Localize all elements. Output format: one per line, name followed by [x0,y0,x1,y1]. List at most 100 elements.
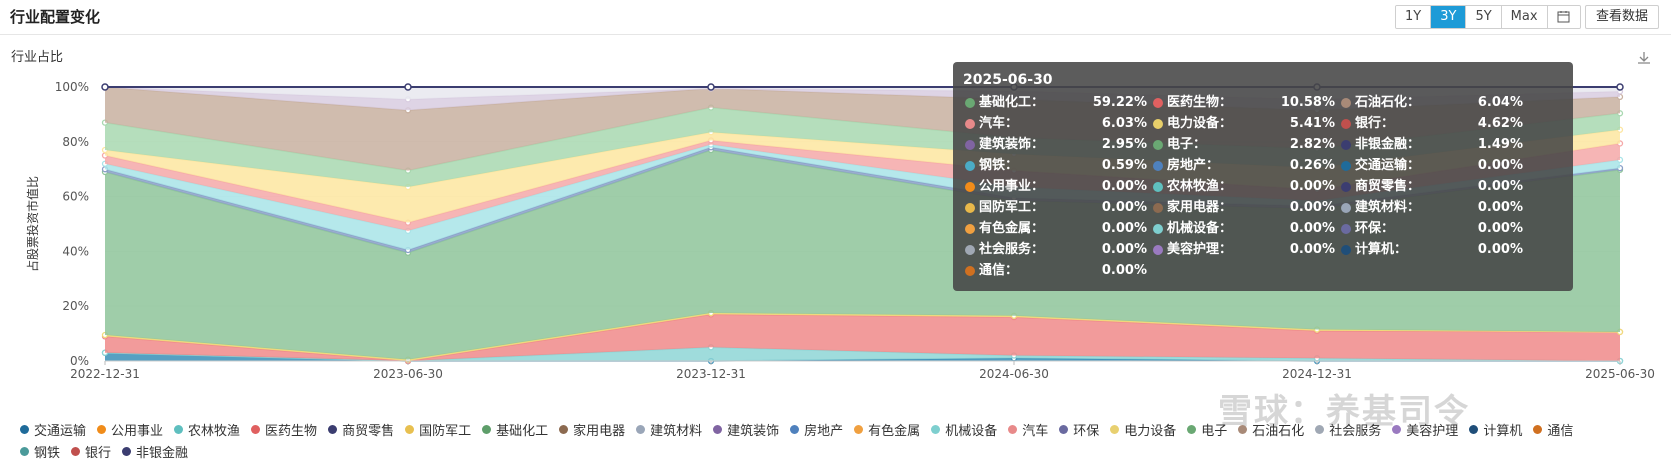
tooltip-item: 非银金融： 1.49% [1341,136,1523,154]
legend-item[interactable]: 电力设备 [1110,420,1176,439]
tooltip-item: 社会服务： 0.00% [965,241,1147,259]
tooltip-item: 电力设备： 5.41% [1153,115,1335,133]
tooltip-color-dot [965,161,975,171]
legend-color-dot [1392,424,1402,434]
tooltip-item-value: 6.04% [1477,95,1523,110]
legend-item[interactable]: 有色金属 [854,420,920,439]
legend-item[interactable]: 公用事业 [97,420,163,439]
tooltip-item-value: 0.00% [1289,221,1335,236]
tooltip-item: 建筑材料： 0.00% [1341,199,1523,217]
tooltip-color-dot [965,245,975,255]
legend-item[interactable]: 石油石化 [1238,420,1304,439]
tooltip-item-value: 2.82% [1289,137,1335,152]
tooltip-item-value: 2.95% [1101,137,1147,152]
legend-item[interactable]: 美容护理 [1392,420,1458,439]
tooltip-color-dot [1341,140,1351,150]
download-icon[interactable] [1636,50,1652,66]
tooltip-item-name: 房地产： [1167,158,1220,173]
legend-item[interactable]: 钢铁 [20,442,60,461]
legend-label: 通信 [1547,423,1574,439]
legend-label: 计算机 [1483,423,1523,439]
area-基础化工 [105,150,1620,360]
x-tick-label: 2024-06-30 [979,367,1049,381]
legend-label: 电子 [1201,423,1228,439]
legend-item[interactable]: 商贸零售 [328,420,394,439]
legend-color-dot [931,424,941,434]
legend-label: 有色金属 [868,423,921,439]
legend-color-dot [790,424,800,434]
legend-color-dot [251,424,261,434]
legend-item[interactable]: 机械设备 [931,420,997,439]
tooltip-color-dot [1341,203,1351,213]
y-tick-label: 100% [55,80,89,94]
legend-item[interactable]: 交通运输 [20,420,86,439]
x-tick-label: 2022-12-31 [70,367,140,381]
legend-label: 钢铁 [34,445,61,461]
range-max-button[interactable]: Max [1501,6,1548,28]
legend-label: 公用事业 [111,423,164,439]
legend-color-dot [1187,424,1197,434]
legend-color-dot [854,424,864,434]
legend-item[interactable]: 国防军工 [405,420,471,439]
view-data-button[interactable]: 查看数据 [1585,5,1660,29]
tooltip-item: 基础化工： 59.22% [965,94,1147,112]
legend-item[interactable]: 电子 [1187,420,1227,439]
tooltip-item-name: 基础化工： [979,95,1045,110]
legend-label: 建筑装饰 [727,423,780,439]
legend-item[interactable]: 计算机 [1469,420,1522,439]
legend-label: 社会服务 [1329,423,1382,439]
calendar-button[interactable] [1547,6,1580,28]
legend-item[interactable]: 房地产 [790,420,843,439]
legend-item[interactable]: 建筑材料 [636,420,702,439]
tooltip-item-value: 0.00% [1477,242,1523,257]
tooltip-item-name: 医药生物： [1167,95,1233,110]
legend-label: 交通运输 [34,423,87,439]
legend-item[interactable]: 农林牧渔 [174,420,240,439]
tooltip-item: 环保： 0.00% [1341,220,1523,238]
tooltip-color-dot [1153,224,1163,234]
legend-item[interactable]: 家用电器 [559,420,625,439]
tooltip-item: 公用事业： 0.00% [965,178,1147,196]
legend-label: 医药生物 [265,423,318,439]
legend-item[interactable]: 基础化工 [482,420,548,439]
tooltip-color-dot [965,119,975,129]
legend-item[interactable]: 社会服务 [1315,420,1381,439]
tooltip-item-name: 银行： [1355,116,1395,131]
tooltip-item-value: 4.62% [1477,116,1523,131]
legend-label: 汽车 [1022,423,1049,439]
legend-item[interactable]: 银行 [71,442,111,461]
legend-item[interactable]: 通信 [1533,420,1573,439]
legend-item[interactable]: 环保 [1059,420,1099,439]
tooltip-item-value: 0.00% [1477,179,1523,194]
tooltip-item: 农林牧渔： 0.00% [1153,178,1335,196]
legend-label: 商贸零售 [342,423,395,439]
y-tick-label: 0% [70,354,89,368]
range-1y-button[interactable]: 1Y [1396,6,1432,28]
watermark: 雪球：养基司令 [1218,392,1470,432]
area-电力设备 [105,313,1620,361]
range-3y-button[interactable]: 3Y [1431,6,1467,28]
tooltip-color-dot [1341,98,1351,108]
x-tick-label: 2023-06-30 [373,367,443,381]
legend-color-dot [713,424,723,434]
legend-item[interactable]: 汽车 [1008,420,1048,439]
legend-label: 基础化工 [496,423,549,439]
tooltip-color-dot [965,203,975,213]
tooltip-item-name: 计算机： [1355,242,1408,257]
legend-item[interactable]: 医药生物 [251,420,317,439]
tooltip-date: 2025-06-30 [963,72,1053,88]
legend-color-dot [174,424,184,434]
tooltip-item-name: 建筑材料： [1355,200,1421,215]
tooltip-color-dot [1153,140,1163,150]
legend-label: 环保 [1073,423,1100,439]
range-5y-button[interactable]: 5Y [1466,6,1502,28]
tooltip-color-dot [1153,245,1163,255]
tooltip-color-dot [965,266,975,276]
legend-item[interactable]: 建筑装饰 [713,420,779,439]
tooltip-color-dot [965,98,975,108]
tooltip-item-value: 59.22% [1092,95,1147,110]
tooltip: 2025-06-30 基础化工： 59.22% 医药生物： 10.58% 石油石化： 6.… [953,62,1573,291]
legend-color-dot [559,424,569,434]
legend-item[interactable]: 非银金融 [122,442,188,461]
legend-color-dot [1315,424,1325,434]
